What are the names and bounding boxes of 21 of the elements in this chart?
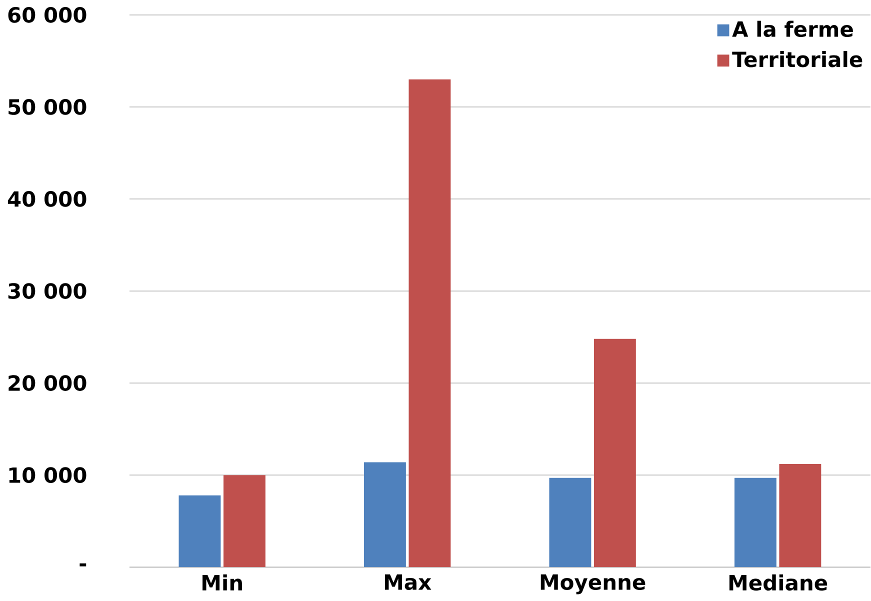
y-tick-label: 30 000 xyxy=(8,282,86,299)
bar xyxy=(779,464,822,568)
bar xyxy=(549,478,592,568)
bar xyxy=(223,475,266,568)
y-tick-label: 60 000 xyxy=(8,6,86,23)
bar xyxy=(594,338,636,568)
legend-label: A la ferme xyxy=(732,20,853,37)
bar xyxy=(178,495,221,568)
x-tick-label: Max xyxy=(384,574,432,590)
y-tick-label: 20 000 xyxy=(8,375,86,391)
y-tick-label: 10 000 xyxy=(9,467,86,483)
x-tick-label: Mediane xyxy=(729,574,828,591)
legend-label: Territoriale xyxy=(732,50,862,68)
bar xyxy=(408,79,451,568)
x-tick-label: Min xyxy=(202,574,242,590)
y-tick-label: 40 000 xyxy=(8,190,86,207)
y-tick-label: 50 000 xyxy=(8,98,86,115)
bar xyxy=(364,462,406,568)
y-tick-label: - xyxy=(80,563,86,566)
x-tick-label: Moyenne xyxy=(540,574,646,594)
bar xyxy=(734,478,776,568)
